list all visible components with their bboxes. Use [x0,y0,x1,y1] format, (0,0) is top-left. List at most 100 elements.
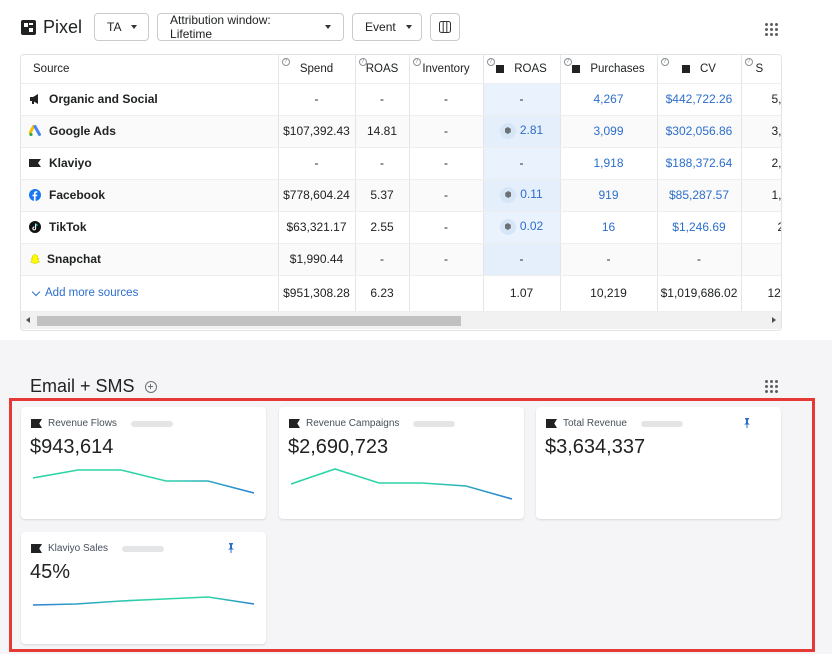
snapchat-icon [29,254,41,264]
klaviyo-flag-icon [546,419,557,428]
s-cell: 1, [741,179,781,212]
col-header-purchases[interactable]: ? Purchases [560,55,658,84]
pixel-roas-cell: - [483,83,561,116]
sparkline-chart [291,468,513,500]
total-inventory-cell [409,275,484,312]
s-cell: 3, [741,115,781,148]
table-footer-row: Add more sources $951,308.28 6.23 1.07 1… [21,275,781,312]
source-cell[interactable]: TikTok [21,211,279,244]
klaviyo-flag-icon [31,544,42,553]
metric-card-revenue-flows[interactable]: Revenue Flows $943,614 [21,407,266,519]
col-header-s[interactable]: ? S [741,55,781,84]
sparkline-chart [33,469,255,494]
s-cell: 2, [741,147,781,180]
source-cell[interactable]: Google Ads [21,115,279,148]
scroll-thumb[interactable] [37,316,461,326]
card-placeholder-bar [413,420,456,427]
total-s-cell: 12, [741,275,781,312]
pixel-table: Source ? Spend ? ROAS ? Inventory ? ROAS ? Pu… [20,54,782,331]
card-value: $2,690,723 [288,436,389,458]
sparkline-chart [33,596,255,606]
info-icon: ? [744,58,753,66]
purchases-cell[interactable]: 1,918 [560,147,658,180]
inventory-cell: - [409,115,484,148]
pixel-icon [572,64,581,73]
purchases-cell[interactable]: 919 [560,179,658,212]
cv-cell[interactable]: $188,372.64 [657,147,742,180]
highlight-box [9,398,815,652]
cv-cell[interactable]: $302,056.86 [657,115,742,148]
pin-icon[interactable] [743,418,751,428]
klaviyo-flag-icon [289,419,300,428]
source-cell[interactable]: Facebook [21,179,279,212]
scroll-right-icon[interactable] [772,317,776,323]
col-header-pixel-roas[interactable]: ? ROAS [483,55,561,84]
table-row: Facebook $778,604.24 5.37 - 0.11 919 $85… [21,179,781,212]
add-circle-icon[interactable] [144,380,157,393]
info-icon: ? [660,58,669,66]
table-row: Organic and Social - - - - 4,267 $442,72… [21,83,781,116]
columns-button[interactable] [430,13,461,41]
chevron-down-icon [405,25,412,29]
col-header-source[interactable]: Source [21,55,279,84]
ta-dropdown-label: TA [107,20,122,34]
table-row: Snapchat $1,990.44 - - - - - [21,243,781,276]
metric-card-klaviyo-sales[interactable]: Klaviyo Sales 45% [21,532,266,644]
metric-card-revenue-campaigns[interactable]: Revenue Campaigns $2,690,723 [279,407,524,519]
chevron-down-icon [31,287,41,296]
table-row: TikTok $63,321.17 2.55 - 0.02 16 $1,246.… [21,211,781,244]
model-icon [500,187,517,203]
klaviyo-flag-icon [31,419,42,428]
roas-cell: - [355,147,410,180]
model-icon [499,123,516,139]
email-sms-grid-menu-icon[interactable] [765,380,778,393]
col-header-spend[interactable]: ? Spend [278,55,356,84]
col-header-inventory[interactable]: ? Inventory [409,55,484,84]
source-cell[interactable]: Organic and Social [21,83,279,116]
attribution-window-dropdown[interactable]: Attribution window: Lifetime [157,13,345,41]
total-roas-cell: 6.23 [355,275,410,312]
columns-icon [439,21,452,33]
event-dropdown[interactable]: Event [352,13,423,41]
scroll-left-icon[interactable] [26,317,30,323]
roas-cell: 14.81 [355,115,410,148]
card-title: Klaviyo Sales [31,543,165,554]
card-value: $3,634,337 [545,436,646,458]
pixel-icon [21,19,36,35]
spend-cell: $63,321.17 [278,211,356,244]
total-cv-cell: $1,019,686.02 [657,275,742,312]
pixel-icon [682,64,690,73]
pixel-roas-cell: 0.02 [483,211,561,244]
purchases-cell[interactable]: 16 [560,211,658,244]
purchases-cell[interactable]: 4,267 [560,83,658,116]
info-icon: ? [563,58,572,66]
total-purchases-cell: 10,219 [560,275,658,312]
add-more-sources-button[interactable]: Add more sources [21,275,279,312]
col-header-roas[interactable]: ? ROAS [355,55,410,84]
page-title: Pixel [20,17,82,38]
total-spend-cell: $951,308.28 [278,275,356,312]
card-placeholder-bar [130,420,173,427]
tiktok-icon [29,221,41,233]
source-cell[interactable]: Snapchat [21,243,279,276]
inventory-cell: - [409,179,484,212]
pixel-roas-cell: - [483,243,561,276]
attribution-window-label: Attribution window: Lifetime [170,13,271,41]
roas-cell: - [355,243,410,276]
card-title: Revenue Flows [31,418,173,429]
cv-cell[interactable]: $1,246.69 [657,211,742,244]
pin-icon[interactable] [227,543,235,553]
cv-cell[interactable]: $442,722.26 [657,83,742,116]
purchases-cell[interactable]: 3,099 [560,115,658,148]
horizontal-scrollbar[interactable] [21,312,781,329]
metric-card-total-revenue[interactable]: Total Revenue $3,634,337 [536,407,781,519]
pixel-grid-menu-icon[interactable] [765,23,778,36]
cv-cell[interactable]: $85,287.57 [657,179,742,212]
spend-cell: - [278,147,356,180]
pixel-roas-cell: 0.11 [483,179,561,212]
cv-cell: - [657,243,742,276]
ta-dropdown[interactable]: TA [94,13,150,41]
source-cell[interactable]: Klaviyo [21,147,279,180]
roas-cell: - [355,83,410,116]
col-header-cv[interactable]: ? CV [657,55,742,84]
